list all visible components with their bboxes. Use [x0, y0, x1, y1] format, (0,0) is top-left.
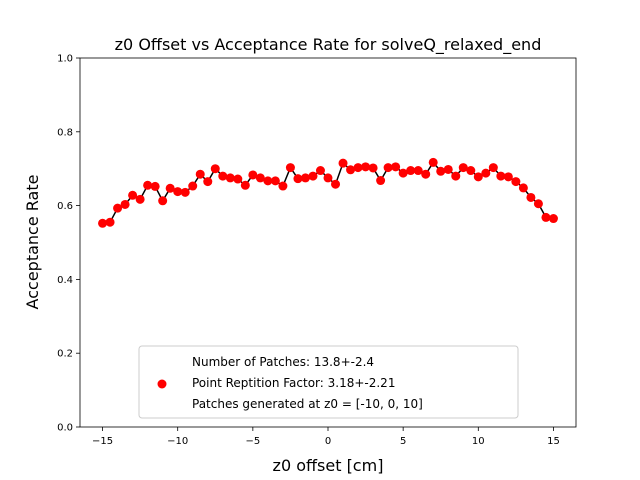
- data-point: [413, 166, 423, 176]
- data-point: [376, 176, 386, 186]
- legend-marker: [157, 379, 167, 389]
- y-tick-label: 1.0: [57, 54, 73, 65]
- y-tick-label: 0.6: [57, 201, 73, 212]
- data-point: [436, 166, 446, 176]
- data-point: [503, 172, 513, 182]
- x-axis: −15 −10 −5 0 5 10 15: [92, 427, 560, 447]
- data-point: [248, 170, 258, 180]
- data-point: [285, 163, 295, 173]
- data-point: [113, 203, 123, 213]
- data-point: [233, 174, 243, 184]
- data-point: [368, 163, 378, 173]
- data-point: [105, 217, 115, 227]
- data-point: [150, 181, 160, 191]
- data-point: [180, 187, 190, 197]
- chart-title: z0 Offset vs Acceptance Rate for solveQ_…: [115, 35, 542, 55]
- data-point: [270, 176, 280, 186]
- data-point: [481, 168, 491, 178]
- data-point: [203, 177, 213, 187]
- data-point: [511, 177, 521, 187]
- data-point: [473, 172, 483, 182]
- data-point: [338, 158, 348, 168]
- data-point: [165, 183, 175, 193]
- data-point: [428, 157, 438, 167]
- data-point: [443, 164, 453, 174]
- x-tick-label: 0: [325, 436, 331, 447]
- y-tick-label: 0.0: [57, 423, 73, 434]
- x-tick-label: −15: [92, 436, 113, 447]
- data-point: [518, 183, 528, 193]
- x-tick-label: 5: [400, 436, 406, 447]
- data-point: [158, 196, 168, 206]
- legend-line-patches: Number of Patches: 13.8+-2.4: [192, 355, 374, 369]
- data-point: [173, 187, 183, 197]
- data-point: [533, 199, 543, 209]
- y-tick-label: 0.4: [57, 275, 73, 286]
- data-point: [300, 173, 310, 183]
- data-point: [308, 171, 318, 181]
- data-point: [263, 176, 273, 186]
- legend-line-repetition: Point Reptition Factor: 3.18+-2.21: [192, 376, 395, 390]
- data-point: [195, 169, 205, 179]
- y-tick-label: 0.8: [57, 127, 73, 138]
- data-point: [323, 173, 333, 183]
- data-point: [383, 163, 393, 173]
- data-point: [466, 166, 476, 176]
- data-point: [143, 180, 153, 190]
- data-point: [128, 190, 138, 200]
- data-point: [218, 171, 228, 181]
- data-point: [346, 165, 356, 175]
- data-point: [421, 169, 431, 179]
- legend-line-z0: Patches generated at z0 = [-10, 0, 10]: [192, 397, 423, 411]
- data-point: [255, 173, 265, 183]
- data-point: [458, 163, 468, 173]
- data-point: [188, 181, 198, 191]
- data-point: [391, 162, 401, 172]
- data-point: [548, 214, 558, 224]
- data-point: [406, 166, 416, 176]
- x-tick-label: −10: [167, 436, 188, 447]
- y-axis-label: Acceptance Rate: [23, 175, 42, 310]
- data-point: [451, 171, 461, 181]
- data-point: [135, 194, 145, 204]
- x-tick-label: 15: [547, 436, 560, 447]
- data-point: [353, 163, 363, 173]
- x-axis-label: z0 offset [cm]: [273, 456, 384, 475]
- data-point: [331, 179, 341, 189]
- data-point: [361, 162, 371, 172]
- x-tick-label: 10: [472, 436, 485, 447]
- legend: Number of Patches: 13.8+-2.4 Point Repti…: [138, 345, 519, 419]
- data-point: [398, 168, 408, 178]
- y-axis: 0.0 0.2 0.4 0.6 0.8 1.0: [57, 54, 80, 434]
- data-point: [488, 163, 498, 173]
- data-point: [278, 181, 288, 191]
- data-point: [526, 192, 536, 202]
- data-point: [541, 212, 551, 222]
- data-point: [210, 164, 220, 174]
- data-point: [293, 174, 303, 184]
- series-points: [98, 157, 558, 228]
- data-point: [98, 218, 108, 228]
- data-point: [496, 171, 506, 181]
- data-point: [315, 166, 325, 176]
- y-tick-label: 0.2: [57, 349, 73, 360]
- x-tick-label: −5: [245, 436, 260, 447]
- data-point: [225, 173, 235, 183]
- legend-box: [138, 345, 519, 419]
- data-point: [120, 199, 130, 209]
- data-point: [240, 180, 250, 190]
